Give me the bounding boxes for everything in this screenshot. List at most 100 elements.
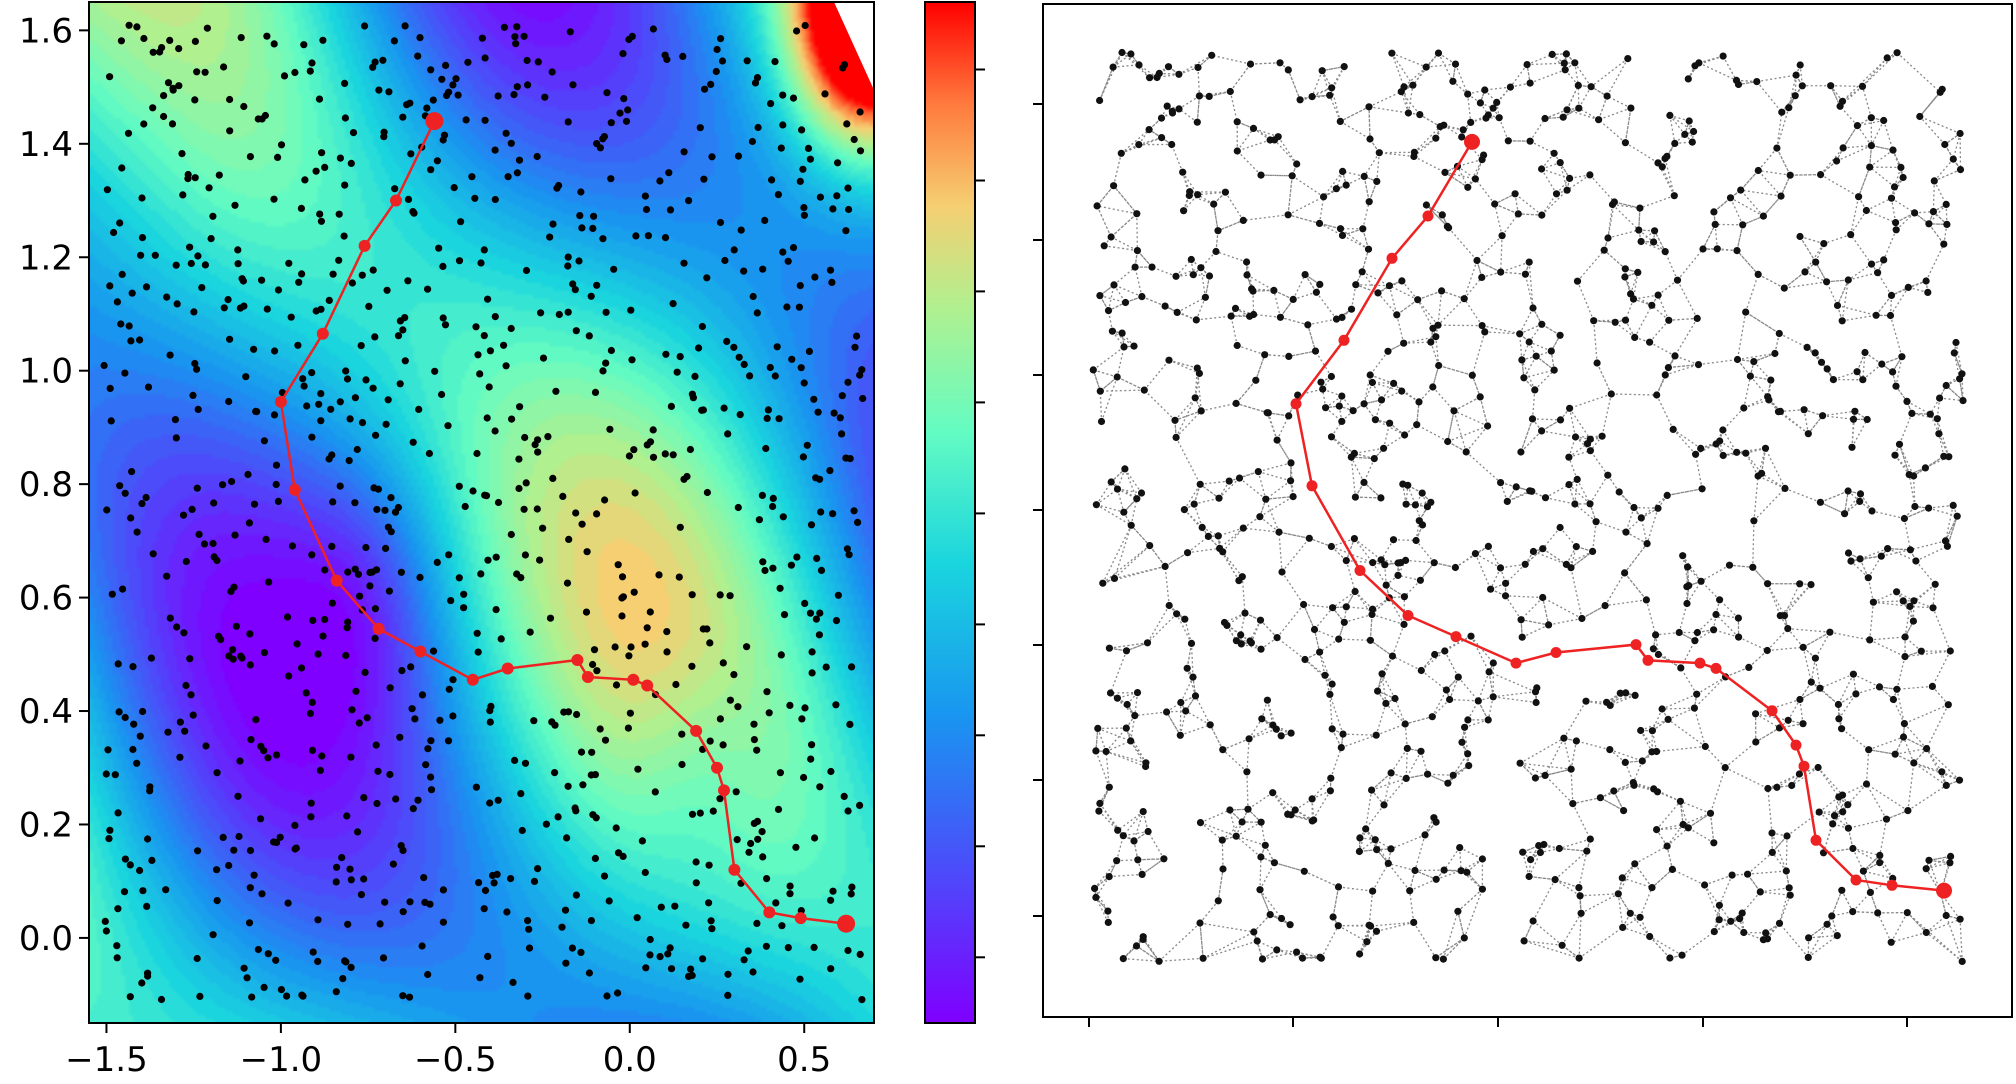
sample-point <box>575 257 583 265</box>
sample-point <box>812 615 821 623</box>
sample-point <box>492 606 500 614</box>
graph-node <box>1189 271 1197 279</box>
sample-point <box>478 34 486 42</box>
sample-point <box>848 883 856 891</box>
sample-point <box>856 108 864 116</box>
graph-node <box>1801 268 1809 276</box>
sample-point <box>415 405 423 413</box>
graph-node <box>1791 92 1799 100</box>
graph-node <box>1097 417 1106 426</box>
graph-node <box>1556 159 1564 167</box>
sample-point <box>602 308 610 316</box>
graph-node <box>1529 917 1537 925</box>
sample-point <box>513 23 521 31</box>
sample-point <box>142 283 151 291</box>
sample-point <box>308 746 317 755</box>
sample-point <box>601 736 610 744</box>
sample-point <box>166 36 174 45</box>
sample-point <box>195 530 203 539</box>
graph-node <box>1866 636 1874 644</box>
sample-point <box>589 224 597 232</box>
graph-node <box>1668 865 1676 874</box>
sample-point <box>272 956 280 964</box>
graph-node <box>1232 399 1240 407</box>
graph-node <box>1697 577 1705 585</box>
sample-point <box>768 176 776 184</box>
sample-point <box>811 273 819 281</box>
sample-point <box>175 45 183 53</box>
graph-node <box>1258 955 1267 963</box>
sample-point <box>191 96 199 104</box>
graph-node <box>1906 602 1914 611</box>
sample-point <box>117 320 125 328</box>
sample-point <box>810 943 818 952</box>
graph-node <box>1867 142 1875 150</box>
graph-node <box>1526 79 1534 87</box>
graph-node <box>1110 182 1118 190</box>
graph-node <box>1754 472 1762 480</box>
sample-point <box>743 643 751 651</box>
graph-node <box>1467 118 1475 126</box>
sample-point <box>373 505 381 514</box>
graph-node <box>1637 726 1645 735</box>
graph-node <box>1387 845 1395 853</box>
sample-point <box>611 643 619 651</box>
sample-point <box>680 475 688 483</box>
sample-point <box>207 235 215 243</box>
sample-point <box>627 643 635 651</box>
sample-point <box>486 799 494 807</box>
graph-node <box>1886 311 1895 320</box>
sample-point <box>319 36 327 44</box>
sample-point <box>692 879 700 887</box>
sample-point <box>114 660 122 668</box>
graph-node <box>1654 291 1662 299</box>
sample-point <box>301 176 309 184</box>
sample-point <box>761 216 769 224</box>
path-line <box>274 112 856 933</box>
graph-node <box>1191 394 1199 402</box>
graph-node <box>1414 296 1422 304</box>
sample-point <box>828 278 836 286</box>
graph-node <box>1432 818 1440 826</box>
sample-point <box>726 592 734 600</box>
path-point <box>763 906 776 919</box>
sample-point <box>821 90 829 98</box>
graph-node <box>1904 283 1912 291</box>
sample-point <box>298 270 306 278</box>
sample-point <box>513 169 522 177</box>
sample-point <box>373 799 381 808</box>
graph-node <box>1943 220 1951 228</box>
graph-node <box>1250 928 1258 936</box>
sample-point <box>500 23 508 31</box>
graph-node <box>1827 82 1835 90</box>
sample-point <box>449 81 457 89</box>
sample-point <box>168 120 177 128</box>
graph-path-point <box>1810 834 1822 846</box>
sample-point <box>385 88 393 96</box>
graph-node <box>1690 127 1698 136</box>
graph-node <box>1273 436 1281 444</box>
graph-node <box>1461 723 1469 731</box>
graph-node <box>1406 887 1414 895</box>
sample-point <box>329 270 337 278</box>
sample-point <box>699 625 707 633</box>
sample-point <box>439 314 447 322</box>
graph-node <box>1550 366 1558 374</box>
sample-point <box>544 433 552 441</box>
sample-point <box>564 253 572 261</box>
sample-point <box>431 367 439 375</box>
sample-point <box>366 582 374 590</box>
path-point <box>728 863 741 876</box>
sample-point <box>321 566 329 574</box>
graph-node <box>1089 366 1097 374</box>
sample-point <box>500 341 508 349</box>
sample-point <box>720 404 728 412</box>
sample-point <box>599 367 607 375</box>
sample-point <box>796 975 804 983</box>
sample-point <box>558 923 566 931</box>
graph-node <box>1484 542 1492 551</box>
sample-point <box>644 232 653 240</box>
graph-node <box>1158 134 1166 142</box>
graph-node <box>1296 96 1304 104</box>
sample-point <box>603 89 611 97</box>
